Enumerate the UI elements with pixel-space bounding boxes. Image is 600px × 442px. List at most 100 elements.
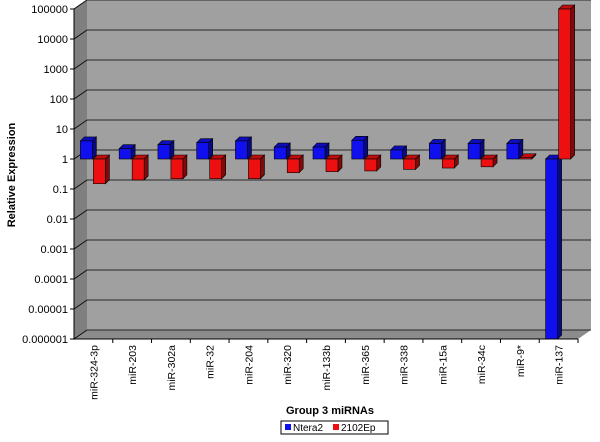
- bar-ntera2-mir204: [234, 136, 253, 160]
- bar-2102ep-mir320: [286, 154, 304, 174]
- x-tick-label: miR-203: [127, 345, 139, 385]
- bar-front: [273, 146, 287, 160]
- bar-front: [467, 143, 481, 160]
- gridline: [73, 269, 591, 280]
- bar-2102ep-mir204: [247, 154, 266, 180]
- legend-swatch-ntera2: [285, 424, 291, 430]
- bar-ntera2-mir302a: [157, 139, 175, 160]
- bar-front: [403, 158, 416, 170]
- y-tick-label: 0.001: [40, 244, 68, 256]
- bar-front: [286, 158, 300, 173]
- x-axis-title: Group 3 miRNAs: [286, 405, 374, 417]
- bar-ntera2-mir365: [351, 135, 369, 160]
- y-tick-label: 100000: [31, 4, 68, 16]
- bar-ntera2-mir338: [389, 145, 408, 160]
- bar-front: [325, 158, 339, 172]
- bar-front: [519, 157, 533, 160]
- bar-side: [557, 154, 562, 340]
- y-tick-label: 10: [56, 124, 68, 136]
- bar-front: [351, 140, 365, 160]
- y-tick-label: 0.000001: [22, 334, 68, 346]
- bar-ntera2-mir32: [195, 137, 214, 160]
- gridline: [73, 209, 591, 220]
- x-tick-label: miR-15a: [437, 345, 449, 385]
- x-tick-label: miR-137: [554, 345, 566, 385]
- x-tick-label: miR-320: [282, 345, 294, 385]
- bar-2102ep-mir32: [208, 154, 227, 180]
- bar-front: [235, 140, 248, 160]
- legend: Ntera2 2102Ep: [280, 420, 389, 435]
- y-tick-label: 1: [62, 154, 68, 166]
- side-wall: [73, 0, 88, 340]
- plot-area: [73, 0, 591, 340]
- x-tick-label: miR-32: [205, 345, 217, 379]
- bar-ntera2-mir3243p: [79, 136, 98, 160]
- gridline: [73, 89, 591, 100]
- bar-front: [480, 158, 494, 168]
- bar-ntera2-mir15a: [428, 138, 447, 160]
- bar-front: [364, 158, 378, 172]
- y-tick-label: 0.0001: [34, 274, 68, 286]
- x-tick-label: miR-133b: [321, 345, 333, 391]
- bar-ntera2-mir137: [544, 154, 563, 340]
- bar-front: [558, 8, 571, 160]
- bar-front: [196, 142, 209, 160]
- y-axis: 100000 10000 1000 100 10 1 0.1 0.01 0.001 0.0001 0…: [22, 4, 75, 346]
- bar-front: [80, 140, 93, 160]
- bar-2102ep-mir203: [131, 154, 149, 181]
- bar-front: [442, 158, 455, 169]
- bar-2102ep-mir365: [364, 154, 382, 172]
- y-tick-label: 100: [50, 94, 68, 106]
- gridline: [73, 299, 591, 310]
- bar-side: [570, 4, 575, 160]
- y-tick-label: 0.01: [47, 214, 68, 226]
- y-axis-title: Relative Expression: [6, 122, 18, 227]
- bar-2102ep-mir338: [402, 154, 421, 171]
- bar-front: [545, 158, 558, 340]
- y-tick-label: 0.00001: [28, 304, 68, 316]
- gridline: [73, 29, 591, 40]
- bar-front: [131, 158, 145, 181]
- bar-2102ep-mir133b: [325, 154, 343, 173]
- bar-2102ep-mir9: [519, 153, 537, 160]
- bar-2102ep-mir15a: [441, 154, 460, 169]
- legend-label-ntera2: Ntera2: [293, 423, 323, 434]
- bar-front: [312, 146, 326, 160]
- bar-front: [170, 158, 184, 180]
- x-tick-label: miR-34c: [476, 345, 488, 384]
- x-tick-label: miR-324-3p: [88, 345, 100, 400]
- x-tick-label: miR-302a: [166, 345, 178, 391]
- floor: [74, 330, 591, 339]
- bar-front: [118, 148, 132, 160]
- bar-front: [506, 143, 520, 160]
- bar-ntera2-mir133b: [312, 142, 330, 160]
- bar-front: [390, 149, 403, 160]
- bar-ntera2-mir9: [506, 138, 524, 160]
- x-tick-label: miR-365: [360, 345, 372, 385]
- y-tick-label: 10000: [37, 34, 68, 46]
- bar-front: [157, 144, 171, 160]
- bar-front: [429, 143, 442, 160]
- gridline: [73, 179, 591, 190]
- legend-swatch-2102ep: [333, 424, 339, 430]
- gridline: [73, 59, 591, 70]
- x-tick-label: miR-204: [243, 345, 255, 385]
- x-axis: miR-324-3p miR-203 miR-302a miR-32 miR-204 mi…: [74, 338, 579, 400]
- legend-label-2102ep: 2102Ep: [341, 423, 376, 434]
- y-tick-label: 1000: [44, 64, 68, 76]
- gridline: [73, 119, 591, 130]
- bar-2102ep-mir302a: [170, 154, 188, 180]
- gridline: [73, 0, 591, 10]
- gridline: [73, 239, 591, 250]
- bar-ntera2-mir320: [273, 142, 291, 160]
- bar-front: [248, 158, 261, 180]
- bar-2102ep-mir34c: [480, 154, 498, 168]
- x-tick-label: miR-9*: [515, 345, 527, 377]
- gridline: [73, 329, 591, 340]
- bar-front: [93, 158, 106, 185]
- bar-ntera2-mir203: [118, 144, 136, 160]
- x-tick-label: miR-338: [399, 345, 411, 385]
- bar-front: [209, 158, 222, 180]
- bar-2102ep-mir137: [557, 4, 576, 160]
